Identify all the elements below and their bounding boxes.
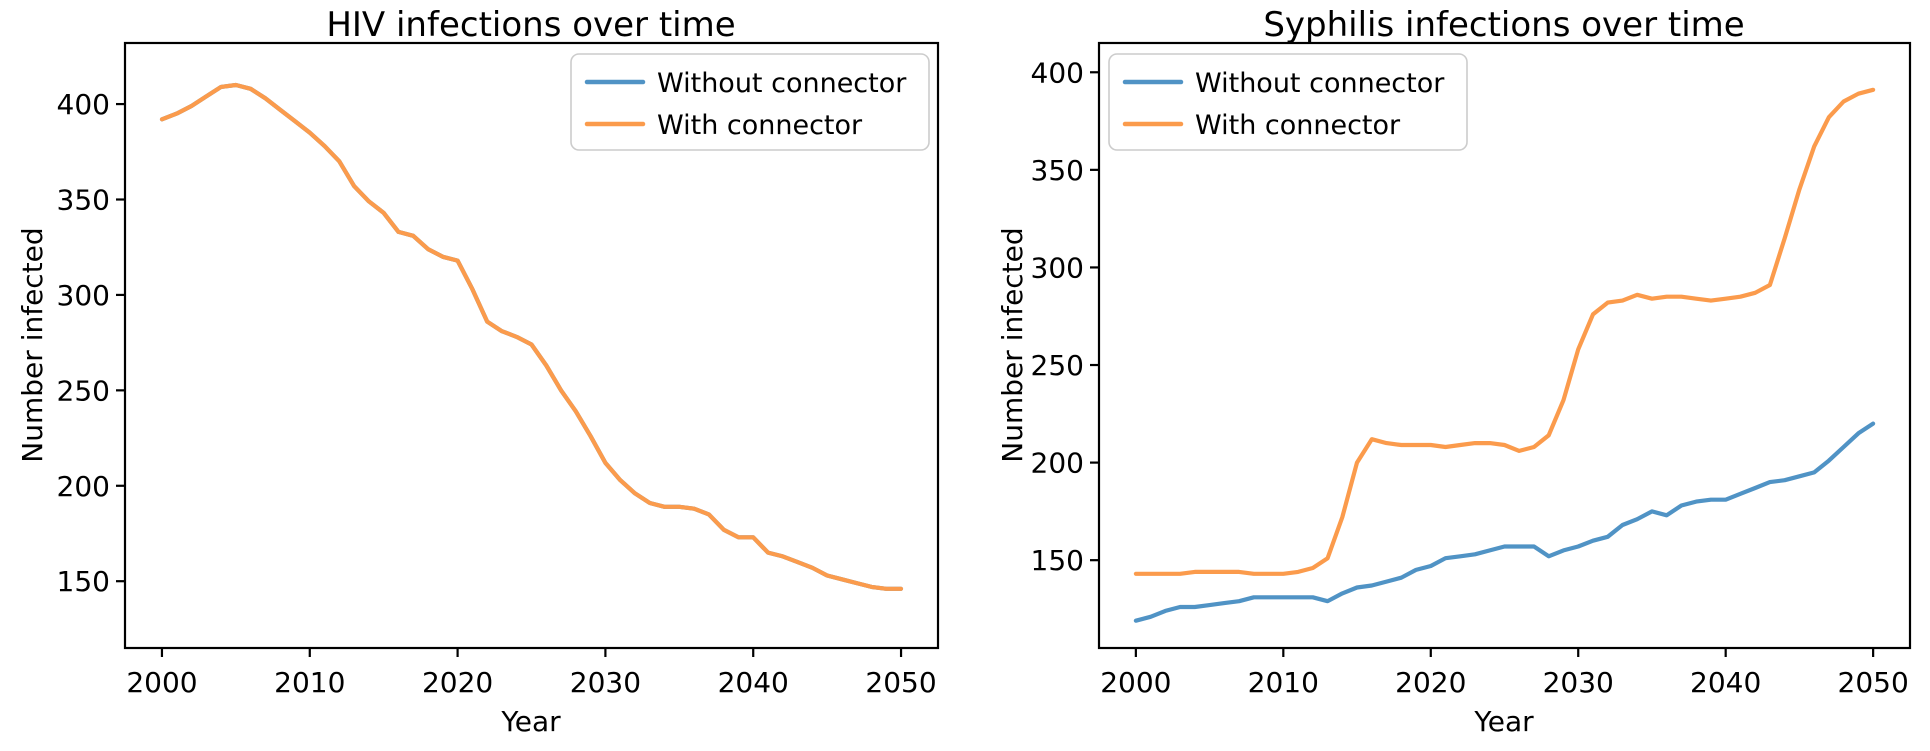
legend-box [1108, 53, 1468, 151]
syphilis-chart: Syphilis infections over time Year Numbe… [996, 5, 1912, 738]
legend-box [570, 53, 930, 151]
x-tick-label: 2040 [718, 666, 789, 699]
chart-title: Syphilis infections over time [1263, 5, 1744, 45]
y-tick-label: 300 [57, 279, 110, 312]
series-line-with-connector [1133, 87, 1876, 576]
x-tick-label: 2030 [1543, 666, 1614, 699]
axes-frame [1097, 41, 1912, 650]
x-tick-label: 2010 [274, 666, 345, 699]
x-tick-label: 2000 [1100, 666, 1171, 699]
x-tick-label: 2050 [865, 666, 936, 699]
y-tick-label: 350 [1031, 154, 1084, 187]
y-tick-label: 400 [1031, 56, 1084, 89]
legend: Without connector With connector [570, 53, 930, 151]
series-line-with-connector [159, 82, 904, 591]
x-tick-label: 2050 [1838, 666, 1909, 699]
y-tick-label: 250 [57, 374, 110, 407]
x-axis-label: Year [1473, 705, 1534, 738]
legend: Without connector With connector [1108, 53, 1468, 151]
series-line-without-connector [1133, 421, 1876, 623]
y-tick-label: 300 [1031, 251, 1084, 284]
series-line-without-connector [159, 82, 904, 591]
y-tick-label: 150 [1031, 544, 1084, 577]
hiv-chart: HIV infections over time Year Number inf… [16, 5, 940, 738]
x-axis-label: Year [500, 705, 561, 738]
legend-label: Without connector [657, 68, 907, 99]
plot-area: 2000 2010 2020 2030 2040 2050 150 200 250 300 350 4… [1031, 41, 1912, 699]
y-axis-label: Number infected [16, 227, 49, 462]
chart-title: HIV infections over time [326, 5, 735, 45]
x-tick-label: 2020 [422, 666, 493, 699]
plot-area: 2000 2010 2020 2030 2040 2050 150 200 250 300 350 4… [57, 41, 940, 699]
x-tick-label: 2010 [1248, 666, 1319, 699]
y-tick-label: 150 [57, 565, 110, 598]
x-tick-label: 2000 [126, 666, 197, 699]
y-tick-label: 250 [1031, 349, 1084, 382]
y-tick-label: 200 [1031, 447, 1084, 480]
x-tick-label: 2030 [570, 666, 641, 699]
y-tick-label: 400 [57, 88, 110, 121]
y-tick-label: 200 [57, 470, 110, 503]
y-axis-label: Number infected [996, 227, 1029, 462]
legend-label: With connector [1195, 110, 1401, 141]
y-tick-label: 350 [57, 183, 110, 216]
x-tick-label: 2040 [1690, 666, 1761, 699]
legend-label: Without connector [1195, 68, 1445, 99]
legend-label: With connector [657, 110, 863, 141]
axes-frame [123, 41, 940, 650]
x-tick-label: 2020 [1395, 666, 1466, 699]
